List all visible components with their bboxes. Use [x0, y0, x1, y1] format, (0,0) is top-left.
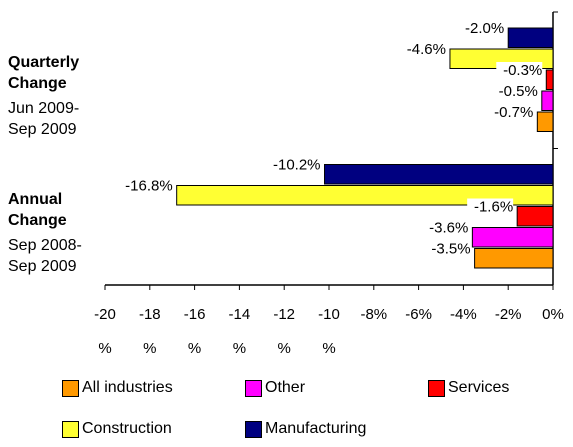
bar: [471, 227, 554, 248]
legend-label: Manufacturing: [265, 420, 367, 437]
value-label: -3.5%: [431, 241, 470, 258]
bar: [507, 27, 554, 48]
bar: [516, 206, 554, 227]
value-label-bg: [399, 41, 446, 57]
x-tick-label: 0%: [542, 306, 564, 323]
legend-label: Other: [265, 379, 306, 396]
legend-swatch: [62, 379, 79, 397]
x-tick-label: -8%: [360, 306, 388, 323]
x-tick-label: -4%: [450, 306, 477, 323]
x-tick-label: -20%: [94, 306, 116, 357]
x-tick-label: -10%: [318, 306, 340, 357]
legend-label: Services: [448, 379, 510, 396]
value-label-bg: [467, 198, 514, 215]
legend-item: All industries: [62, 378, 173, 398]
bar: [541, 90, 554, 111]
legend-item: Services: [428, 378, 509, 398]
legend-swatch: [245, 420, 262, 438]
category-label: Annual Change: [8, 190, 67, 229]
legend-label: Construction: [82, 420, 172, 437]
value-label: -0.3%: [503, 62, 542, 79]
value-label: -1.6%: [474, 199, 513, 216]
legend-label: All industries: [82, 379, 173, 396]
x-tick-label: -16%: [183, 306, 206, 357]
legend-swatch: [428, 379, 445, 397]
bar: [324, 164, 554, 185]
value-label: -2.0%: [465, 20, 504, 37]
value-label-bg: [424, 240, 471, 257]
value-label: -0.5%: [499, 83, 538, 100]
bar: [474, 248, 554, 269]
category-period: Sep 2008-Sep 2009: [8, 236, 82, 275]
bar: [536, 111, 554, 132]
category-period: Jun 2009-Sep 2009: [8, 100, 80, 138]
value-label: -10.2%: [273, 157, 321, 174]
value-label-bg: [274, 156, 321, 173]
legend-swatch: [62, 420, 79, 438]
bar: [176, 185, 554, 206]
x-tick-label: -2%: [494, 306, 522, 323]
value-label-bg: [487, 104, 534, 120]
value-label: -3.6%: [429, 220, 468, 237]
value-label-bg: [496, 62, 543, 78]
value-label: -4.6%: [407, 41, 446, 58]
bar: [545, 69, 554, 90]
x-tick-label: -14%: [228, 306, 251, 357]
legend-item: Construction: [62, 419, 172, 439]
value-label: -16.8%: [125, 178, 173, 195]
legend-item: Other: [245, 378, 305, 398]
legend-item: Manufacturing: [245, 419, 366, 439]
value-label-bg: [458, 20, 505, 36]
x-tick-label: -12%: [273, 306, 296, 357]
value-label: -0.7%: [494, 104, 533, 121]
value-label-bg: [491, 83, 538, 99]
x-tick-label: -6%: [405, 306, 432, 323]
value-label-bg: [126, 177, 173, 194]
category-label: Quarterly Change: [8, 54, 80, 92]
x-tick-label: -18%: [138, 306, 161, 357]
value-label-bg: [422, 219, 469, 236]
legend-swatch: [245, 379, 262, 397]
